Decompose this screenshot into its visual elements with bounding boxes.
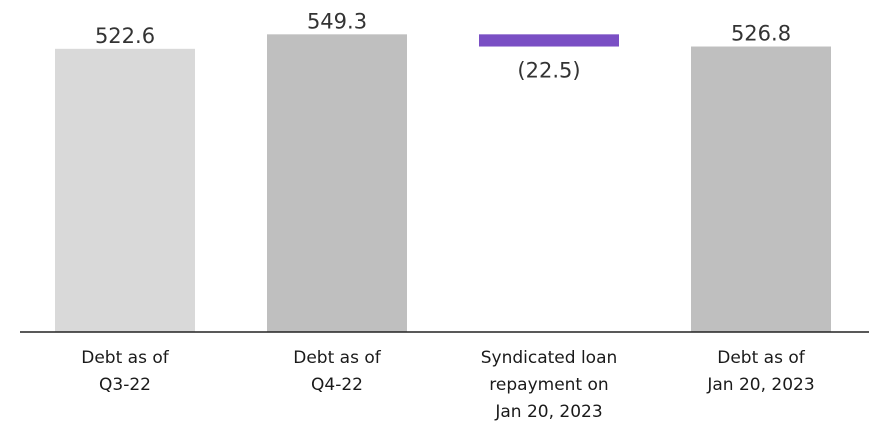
category-label: Q3-22 xyxy=(99,375,151,395)
value-label: 522.6 xyxy=(95,24,155,48)
value-labels-group: 522.6 549.3 (22.5) 526.8 xyxy=(95,9,791,82)
bars-group xyxy=(55,34,831,333)
value-label: 526.8 xyxy=(731,22,791,46)
category-label: Jan 20, 2023 xyxy=(706,375,814,395)
bar-decrease xyxy=(479,34,619,47)
category-label: Debt as of xyxy=(717,348,805,368)
category-label: repayment on xyxy=(489,375,608,395)
category-labels-group: Debt as of Q3-22 Debt as of Q4-22 Syndicated… xyxy=(81,348,814,422)
category-label: Debt as of xyxy=(293,348,381,368)
bar-total xyxy=(691,46,831,333)
category-label: Q4-22 xyxy=(311,375,363,395)
category-label: Jan 20, 2023 xyxy=(494,402,602,422)
bar-total xyxy=(267,34,407,333)
value-label: 549.3 xyxy=(307,9,367,33)
value-label: (22.5) xyxy=(517,59,580,83)
bar-total xyxy=(55,48,195,332)
category-label: Debt as of xyxy=(81,348,169,368)
category-label: Syndicated loan xyxy=(481,348,618,368)
